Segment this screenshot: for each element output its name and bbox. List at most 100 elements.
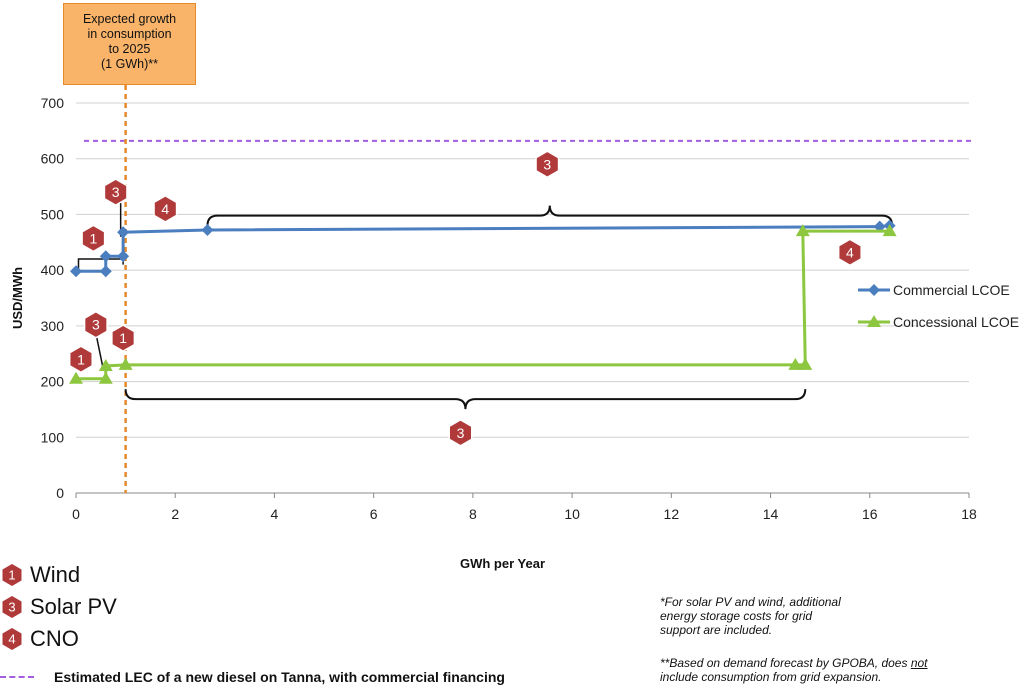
technology-marker: 1 xyxy=(68,345,93,374)
data-point xyxy=(98,358,113,371)
y-tick-label: 500 xyxy=(41,206,65,222)
note-line: **Based on demand forecast by GPOBA, doe… xyxy=(660,656,928,670)
y-tick-label: 100 xyxy=(41,429,65,445)
technology-marker: 4 xyxy=(153,194,178,223)
marker-label: 3 xyxy=(543,156,551,172)
data-point xyxy=(882,224,897,237)
expected-growth-callout: Expected growth in consumption to 2025 (… xyxy=(63,3,196,85)
demand-forecast-note: **Based on demand forecast by GPOBA, doe… xyxy=(660,656,928,684)
x-tick-label: 12 xyxy=(664,506,680,522)
reference-lines xyxy=(84,85,972,493)
hexagon-icon xyxy=(153,194,178,223)
hexagon-icon xyxy=(111,324,136,352)
series-line xyxy=(76,224,890,273)
diesel-reference-label: Estimated LEC of a new diesel on Tanna, … xyxy=(54,669,505,685)
x-axis-title: GWh per Year xyxy=(460,556,545,571)
hexagon-icon xyxy=(837,238,862,267)
data-point xyxy=(70,265,82,278)
x-tick-label: 6 xyxy=(370,506,378,522)
key-item-solar-pv: 3 Solar PV xyxy=(0,594,117,620)
marker-label: 4 xyxy=(846,244,854,260)
data-point xyxy=(99,250,112,263)
x-tick-label: 8 xyxy=(469,506,477,522)
x-tick-label: 2 xyxy=(171,506,179,522)
technology-marker: 3 xyxy=(535,150,560,179)
y-tick-label: 700 xyxy=(41,95,65,111)
callout-line: Expected growth xyxy=(82,12,177,26)
note-line: support are included. xyxy=(660,623,773,637)
legend: Commercial LCOE Concessional LCOE xyxy=(858,282,1019,330)
solar-concessional-bracket xyxy=(124,389,807,410)
x-tick-label: 0 xyxy=(72,506,80,522)
marker-label: 1 xyxy=(89,230,97,246)
note-line: *For solar PV and wind, additional xyxy=(660,595,841,609)
technology-marker: 4 xyxy=(837,238,862,267)
marker-label: 1 xyxy=(119,330,127,346)
data-point xyxy=(117,250,130,263)
x-tick-label: 18 xyxy=(961,506,977,522)
svg-text:3: 3 xyxy=(8,600,15,615)
callout-line: in consumption xyxy=(87,27,172,41)
key-label: Wind xyxy=(30,562,81,587)
legend-marker xyxy=(867,315,881,327)
technology-marker: 3 xyxy=(103,178,128,207)
note-line: energy storage costs for grid xyxy=(660,609,813,623)
hexagon-icon xyxy=(535,150,560,179)
badge-3-icon: 3 xyxy=(2,596,22,618)
technology-marker: 3 xyxy=(83,310,108,339)
data-point xyxy=(69,371,83,384)
data-point xyxy=(788,357,803,370)
diesel-reference-legend: Estimated LEC of a new diesel on Tanna, … xyxy=(0,669,505,685)
data-point xyxy=(795,224,810,237)
hexagon-icon xyxy=(448,418,473,447)
brackets xyxy=(77,200,894,410)
legend-label: Commercial LCOE xyxy=(893,282,1010,298)
dashed-line-icon xyxy=(0,676,34,678)
grid xyxy=(76,102,969,438)
hexagon-icon xyxy=(83,310,108,339)
data-point xyxy=(201,224,214,237)
marker-label: 3 xyxy=(457,425,465,441)
technology-markers: 1 3 4 3 4 3 1 1 3 xyxy=(68,150,862,447)
data-point xyxy=(117,226,130,239)
marker-label: 1 xyxy=(77,351,85,367)
legend-label: Concessional LCOE xyxy=(893,314,1019,330)
svg-text:4: 4 xyxy=(8,632,15,647)
technology-marker: 1 xyxy=(81,224,106,253)
y-tick-label: 0 xyxy=(56,485,64,501)
note-underlined: not xyxy=(910,656,928,670)
x-tick-label: 4 xyxy=(271,506,279,522)
technology-marker: 3 xyxy=(448,418,473,447)
y-tick-label: 400 xyxy=(41,262,65,278)
x-tick-label: 16 xyxy=(862,506,878,522)
hexagon-icon xyxy=(81,224,106,253)
note-line: include consumption from grid expansion. xyxy=(660,670,882,684)
data-point xyxy=(118,357,133,370)
y-tick-label: 200 xyxy=(41,374,65,390)
series xyxy=(69,219,897,384)
x-tick-label: 10 xyxy=(564,506,580,522)
callout-line: to 2025 xyxy=(108,42,151,56)
badge-1-icon: 1 xyxy=(2,564,22,586)
svg-text:1: 1 xyxy=(8,568,15,583)
y-tick-label: 300 xyxy=(41,318,65,334)
series-line xyxy=(76,229,890,381)
x-tick-label: 14 xyxy=(763,506,779,522)
data-point xyxy=(99,265,112,278)
key-item-cno: 4 CNO xyxy=(0,626,79,652)
data-point xyxy=(798,357,813,370)
key-item-wind: 1 Wind xyxy=(0,562,80,588)
callout-line: (1 GWh)** xyxy=(101,57,158,71)
badge-4-icon: 4 xyxy=(2,628,22,650)
marker-label: 4 xyxy=(161,201,169,217)
key-label: CNO xyxy=(30,626,79,651)
note-text: **Based on demand forecast by GPOBA, doe… xyxy=(660,656,911,670)
hexagon-icon xyxy=(68,345,93,374)
key-label: Solar PV xyxy=(30,594,117,619)
marker-label: 3 xyxy=(112,184,120,200)
solar-pointer xyxy=(95,332,105,370)
y-tick-label: 600 xyxy=(41,151,65,167)
data-point xyxy=(98,371,113,384)
